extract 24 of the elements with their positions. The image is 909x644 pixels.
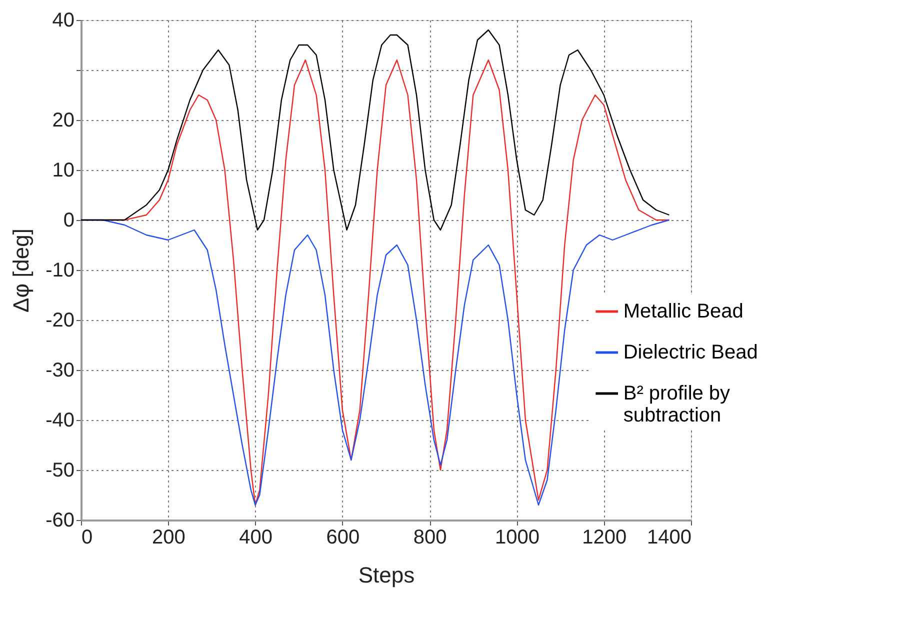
x-tick-label: 1200 [582,526,627,548]
x-tick-label: 600 [326,526,360,548]
y-tick-label: -20 [46,310,74,332]
y-axis-title: Δφ [deg] [8,228,34,313]
y-tick-label: -50 [46,460,74,482]
y-tick-label: 40 [52,10,74,32]
y-tick-label: 20 [52,110,74,132]
y-tick-label: -10 [46,260,74,282]
y-tick-label: -30 [46,360,74,382]
x-tick-label: 0 [82,526,93,548]
legend-label: Dielectric Bead [623,342,758,364]
y-tick-label: -40 [46,410,74,432]
x-axis-title: Steps [358,562,415,588]
x-tick-label: 800 [413,526,447,548]
x-tick-label: 400 [239,526,272,548]
x-tick-label: 1000 [494,526,540,548]
y-tick-label: 0 [63,210,74,232]
legend-label: Metallic Bead [623,300,744,322]
y-tick-label: 10 [52,160,74,182]
x-tick-label: 1400 [647,526,692,548]
legend-label: B² profile by subtraction [623,382,730,426]
y-tick-label: -60 [46,510,74,532]
line-series [80,29,670,231]
x-tick-label: 200 [152,526,186,548]
